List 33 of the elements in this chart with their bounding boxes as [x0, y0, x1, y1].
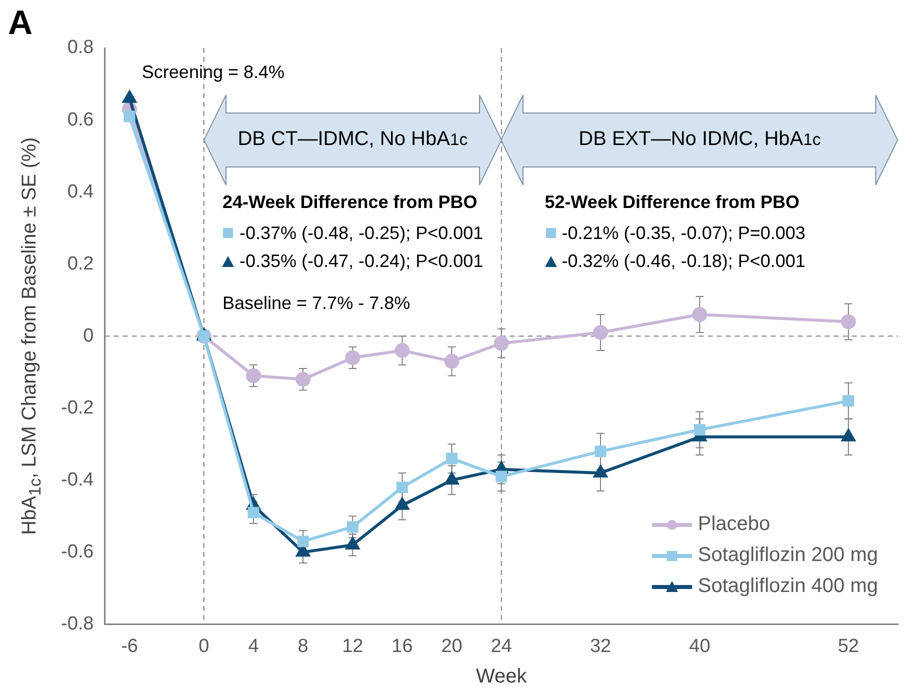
x-tick-label: 20	[441, 636, 462, 657]
annotation: -0.32% (-0.46, -0.18); P<0.001	[562, 251, 806, 272]
y-tick-label: 0.4	[67, 181, 94, 202]
annotation: -0.37% (-0.48, -0.25); P<0.001	[239, 222, 484, 244]
annotation: -0.35% (-0.47, -0.24); P<0.001	[239, 251, 484, 272]
y-tick-label: 0.8	[67, 37, 94, 58]
y-tick-label: 0.6	[67, 109, 94, 130]
x-tick-label: 16	[392, 636, 413, 657]
x-axis-title: Week	[476, 666, 528, 688]
x-tick-label: 24	[490, 636, 512, 657]
annotation: Baseline = 7.7% - 7.8%	[222, 292, 410, 314]
legend-label: Sotagliflozin 200 mg	[698, 544, 878, 567]
legend-label: Sotagliflozin 400 mg	[698, 575, 878, 598]
legend-label: Placebo	[698, 513, 770, 536]
y-tick-label: -0.4	[60, 469, 94, 490]
x-tick-label: 40	[689, 636, 710, 657]
y-tick-label: -0.6	[60, 541, 94, 562]
annotation: 52-Week Difference from PBO	[544, 192, 800, 214]
y-tick-label: 0.2	[67, 253, 94, 274]
x-tick-label: -6	[121, 636, 138, 657]
x-tick-label: 52	[838, 636, 859, 657]
annotation: 24-Week Difference from PBO	[222, 192, 478, 214]
x-tick-label: 12	[342, 636, 364, 657]
chart-title: A	[8, 4, 33, 43]
y-tick-label: -0.8	[60, 613, 94, 634]
y-tick-label: 0	[83, 325, 94, 346]
x-tick-label: 0	[198, 636, 210, 657]
x-tick-label: 4	[248, 636, 260, 657]
x-tick-label: 32	[590, 636, 612, 657]
x-tick-label: 8	[298, 636, 308, 657]
annotation: Screening = 8.4%	[142, 62, 285, 84]
annotation: -0.21% (-0.35, -0.07); P=0.003	[562, 222, 806, 244]
y-tick-label: -0.2	[60, 397, 94, 418]
